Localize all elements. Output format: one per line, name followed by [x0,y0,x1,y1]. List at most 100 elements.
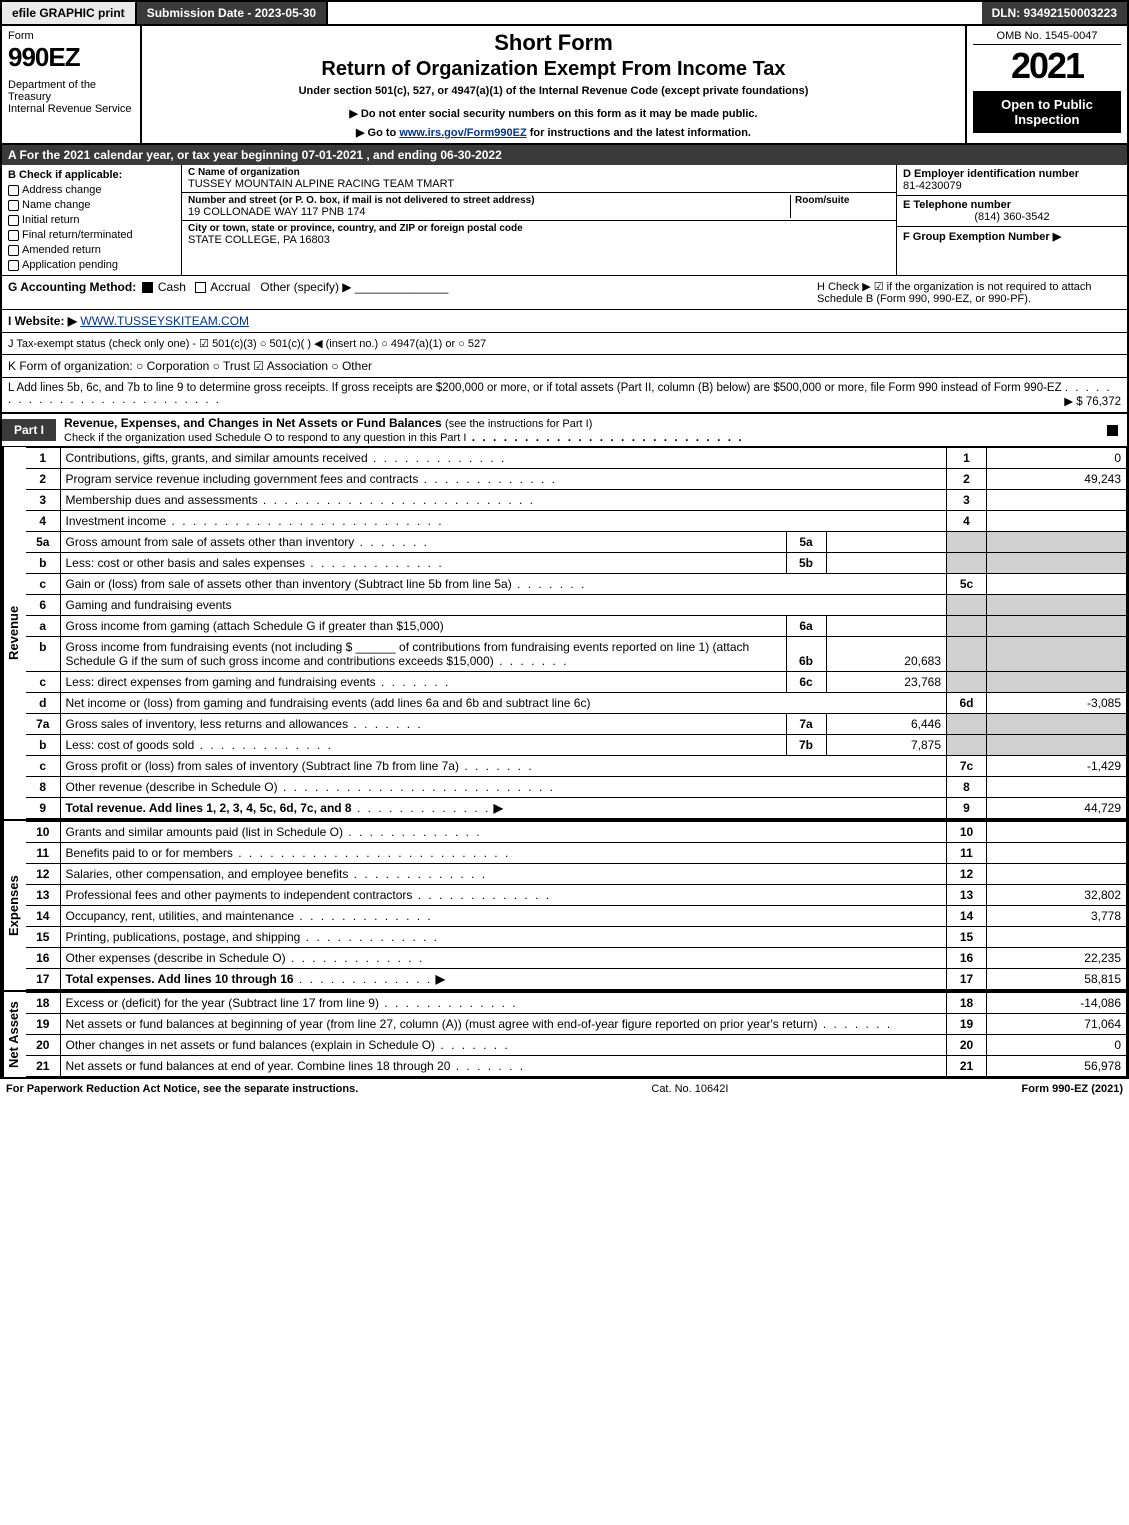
chk-cash[interactable] [142,282,153,293]
ein-value: 81-4230079 [903,180,1121,192]
form-word: Form [8,30,134,42]
part-1-checkbox[interactable] [1097,423,1127,437]
chk-application-pending[interactable]: Application pending [8,259,175,271]
chk-initial-return[interactable]: Initial return [8,214,175,226]
line-12: 12Salaries, other compensation, and empl… [26,864,1127,885]
line-15: 15Printing, publications, postage, and s… [26,927,1127,948]
paperwork-notice: For Paperwork Reduction Act Notice, see … [6,1083,358,1095]
line-8: 8Other revenue (describe in Schedule O)8 [26,777,1127,798]
line-6a: aGross income from gaming (attach Schedu… [26,616,1127,637]
part-1-header: Part I Revenue, Expenses, and Changes in… [2,413,1127,447]
addr-label: Number and street (or P. O. box, if mail… [188,195,790,206]
top-bar-left: efile GRAPHIC print Submission Date - 20… [2,2,328,24]
room-label: Room/suite [795,195,890,206]
chk-address-change[interactable]: Address change [8,184,175,196]
instructions-note: ▶ Go to www.irs.gov/Form990EZ for instru… [150,126,957,139]
line-6: 6Gaming and fundraising events [26,595,1127,616]
line-4: 4Investment income4 [26,511,1127,532]
dln: DLN: 93492150003223 [982,2,1127,24]
line-16: 16Other expenses (describe in Schedule O… [26,948,1127,969]
ein-label: D Employer identification number [903,168,1121,180]
website-label: I Website: ▶ [8,314,77,328]
org-name: TUSSEY MOUNTAIN ALPINE RACING TEAM TMART [188,178,890,190]
website-link[interactable]: WWW.TUSSEYSKITEAM.COM [80,314,249,328]
omb-number: OMB No. 1545-0047 [973,30,1121,45]
tax-year: 2021 [973,45,1121,87]
submission-date: Submission Date - 2023-05-30 [137,2,328,24]
top-bar: efile GRAPHIC print Submission Date - 20… [0,0,1129,26]
line-20: 20Other changes in net assets or fund ba… [26,1035,1127,1056]
line-7a: 7aGross sales of inventory, less returns… [26,714,1127,735]
form-title: Return of Organization Exempt From Incom… [150,58,957,81]
chk-accrual[interactable] [195,282,206,293]
header-right: OMB No. 1545-0047 2021 Open to Public In… [967,26,1127,143]
group-exempt-label: F Group Exemption Number ▶ [903,230,1121,243]
form-of-org: K Form of organization: ○ Corporation ○ … [8,359,1121,373]
line-11: 11Benefits paid to or for members11 [26,843,1127,864]
org-name-label: C Name of organization [188,167,890,178]
line-5b: bLess: cost or other basis and sales exp… [26,553,1127,574]
header-mid: Short Form Return of Organization Exempt… [142,26,967,143]
section-a-tax-year: A For the 2021 calendar year, or tax yea… [2,145,1127,165]
org-city: STATE COLLEGE, PA 16803 [188,234,890,246]
row-i-website: I Website: ▶ WWW.TUSSEYSKITEAM.COM [2,310,1127,333]
chk-final-return[interactable]: Final return/terminated [8,229,175,241]
h-schedule-b: H Check ▶ ☑ if the organization is not r… [811,280,1121,305]
row-g-h: G Accounting Method: Cash Accrual Other … [2,276,1127,310]
tel-value: (814) 360-3542 [903,211,1121,223]
form-subtitle: Under section 501(c), 527, or 4947(a)(1)… [150,85,957,97]
revenue-section: Revenue 1Contributions, gifts, grants, a… [2,447,1127,819]
irs-link[interactable]: www.irs.gov/Form990EZ [399,127,526,139]
section-d-ein: D Employer identification number 81-4230… [897,165,1127,275]
header-left: Form 990EZ Department of the Treasury In… [2,26,142,143]
line-7c: cGross profit or (loss) from sales of in… [26,756,1127,777]
section-c-org: C Name of organization TUSSEY MOUNTAIN A… [182,165,897,275]
l-value: ▶ $ 76,372 [1064,394,1121,408]
line-14: 14Occupancy, rent, utilities, and mainte… [26,906,1127,927]
line-21: 21Net assets or fund balances at end of … [26,1056,1127,1077]
revenue-label: Revenue [2,447,26,819]
line-10: 10Grants and similar amounts paid (list … [26,822,1127,843]
form-footer: For Paperwork Reduction Act Notice, see … [0,1079,1129,1099]
line-1: 1Contributions, gifts, grants, and simil… [26,448,1127,469]
netassets-table: 18Excess or (deficit) for the year (Subt… [26,992,1127,1077]
line-5c: cGain or (loss) from sale of assets othe… [26,574,1127,595]
efile-print-button[interactable]: efile GRAPHIC print [2,2,137,24]
part-1-sub: Check if the organization used Schedule … [64,432,466,444]
chk-amended-return[interactable]: Amended return [8,244,175,256]
row-j-tax-exempt: J Tax-exempt status (check only one) - ☑… [2,333,1127,355]
org-info-row: B Check if applicable: Address change Na… [2,165,1127,276]
expenses-section: Expenses 10Grants and similar amounts pa… [2,819,1127,990]
section기-b-checkboxes: B Check if applicable: Address change Na… [2,165,182,275]
line-2: 2Program service revenue including gover… [26,469,1127,490]
chk-name-change[interactable]: Name change [8,199,175,211]
line-17: 17Total expenses. Add lines 10 through 1… [26,969,1127,990]
line-13: 13Professional fees and other payments t… [26,885,1127,906]
line-19: 19Net assets or fund balances at beginni… [26,1014,1127,1035]
form-header: Form 990EZ Department of the Treasury In… [2,26,1127,145]
tel-label: E Telephone number [903,199,1121,211]
form-990ez: Form 990EZ Department of the Treasury In… [0,26,1129,1079]
city-label: City or town, state or province, country… [188,223,890,234]
org-address: 19 COLLONADE WAY 117 PNB 174 [188,206,790,218]
line-6c: cLess: direct expenses from gaming and f… [26,672,1127,693]
form-number: 990EZ [8,42,134,73]
line-6d: dNet income or (loss) from gaming and fu… [26,693,1127,714]
part-1-title: Revenue, Expenses, and Changes in Net As… [56,414,1097,446]
line-5a: 5aGross amount from sale of assets other… [26,532,1127,553]
expenses-table: 10Grants and similar amounts paid (list … [26,821,1127,990]
netassets-section: Net Assets 18Excess or (deficit) for the… [2,990,1127,1077]
short-form-label: Short Form [150,30,957,56]
row-k-org-form: K Form of organization: ○ Corporation ○ … [2,355,1127,378]
line-3: 3Membership dues and assessments3 [26,490,1127,511]
line-9: 9Total revenue. Add lines 1, 2, 3, 4, 5c… [26,798,1127,819]
line-18: 18Excess or (deficit) for the year (Subt… [26,993,1127,1014]
netassets-label: Net Assets [2,992,26,1077]
form-version: Form 990-EZ (2021) [1022,1083,1123,1095]
part-1-tab: Part I [2,419,56,441]
note2-pre: ▶ Go to [356,127,399,139]
expenses-label: Expenses [2,821,26,990]
accounting-method: G Accounting Method: Cash Accrual Other … [8,280,811,305]
note2-post: for instructions and the latest informat… [527,127,751,139]
b-header: B Check if applicable: [8,169,175,181]
